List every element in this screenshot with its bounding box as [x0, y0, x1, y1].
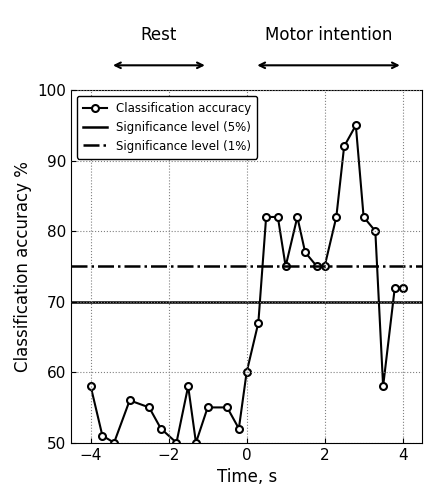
Classification accuracy — [244, 369, 249, 375]
Classification accuracy — [100, 432, 105, 438]
Classification accuracy — [236, 426, 242, 432]
Classification accuracy — [314, 264, 320, 270]
Significance level (1%) — [283, 264, 288, 270]
Classification accuracy — [303, 249, 308, 255]
Classification accuracy — [112, 440, 117, 446]
Y-axis label: Classification accuracy %: Classification accuracy % — [14, 161, 32, 372]
Classification accuracy — [256, 320, 261, 326]
Classification accuracy — [341, 144, 347, 150]
Significance level (5%) — [244, 298, 249, 304]
Classification accuracy — [353, 122, 358, 128]
Legend: Classification accuracy, Significance level (5%), Significance level (1%): Classification accuracy, Significance le… — [77, 96, 257, 158]
Classification accuracy — [174, 440, 179, 446]
Classification accuracy — [263, 214, 269, 220]
Significance level (5%) — [283, 298, 288, 304]
Classification accuracy — [295, 214, 300, 220]
Classification accuracy — [275, 214, 280, 220]
Text: Motor intention: Motor intention — [265, 26, 392, 44]
Classification accuracy — [392, 284, 398, 290]
X-axis label: Time, s: Time, s — [217, 468, 277, 486]
Text: Rest: Rest — [141, 26, 177, 44]
Line: Classification accuracy: Classification accuracy — [87, 122, 406, 446]
Classification accuracy — [225, 404, 230, 410]
Classification accuracy — [361, 214, 366, 220]
Classification accuracy — [322, 264, 327, 270]
Classification accuracy — [88, 384, 93, 390]
Classification accuracy — [146, 404, 152, 410]
Classification accuracy — [283, 264, 288, 270]
Classification accuracy — [158, 426, 164, 432]
Classification accuracy — [205, 404, 210, 410]
Classification accuracy — [193, 440, 198, 446]
Significance level (1%) — [244, 264, 249, 270]
Classification accuracy — [373, 228, 378, 234]
Classification accuracy — [400, 284, 405, 290]
Classification accuracy — [334, 214, 339, 220]
Classification accuracy — [127, 398, 132, 404]
Classification accuracy — [381, 384, 386, 390]
Classification accuracy — [186, 384, 191, 390]
